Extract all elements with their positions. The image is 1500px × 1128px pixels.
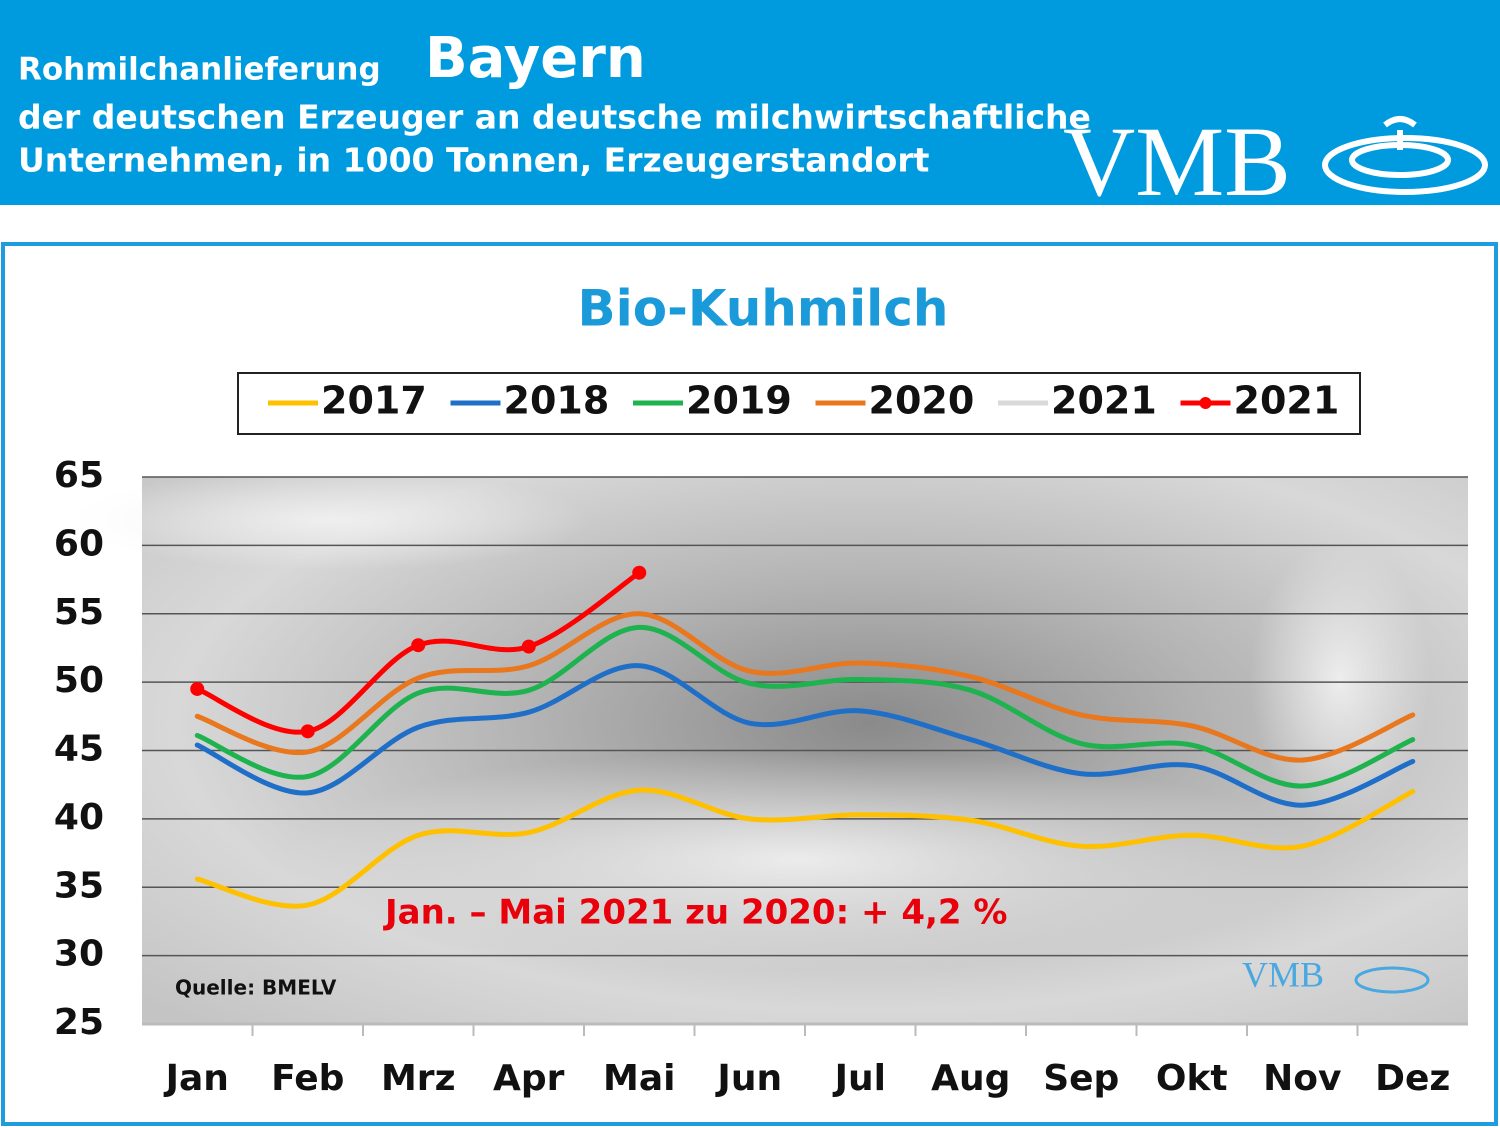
series-line bbox=[194, 787, 1416, 909]
series-line bbox=[194, 663, 1416, 808]
x-tick-label: Aug bbox=[931, 1058, 1010, 1099]
header-title: Rohmilchanlieferung bbox=[18, 52, 381, 88]
legend-label: 2020 bbox=[869, 379, 975, 423]
series-marker bbox=[190, 681, 205, 696]
series-line bbox=[194, 624, 1416, 789]
header-band bbox=[0, 0, 1500, 205]
x-tick-label: Nov bbox=[1263, 1058, 1341, 1099]
x-tick-label: Sep bbox=[1043, 1058, 1119, 1099]
watermark-swirl bbox=[1354, 966, 1430, 994]
header-region: Bayern bbox=[425, 26, 646, 91]
y-tick-label: 40 bbox=[54, 797, 104, 838]
background-splash bbox=[70, 470, 590, 570]
y-tick-label: 60 bbox=[54, 523, 104, 564]
legend-label: 2017 bbox=[321, 379, 427, 423]
x-tick-label: Jun bbox=[714, 1058, 782, 1099]
x-tick-label: Feb bbox=[271, 1058, 344, 1099]
legend-marker bbox=[1199, 397, 1212, 409]
x-tick-label: Jan bbox=[163, 1058, 229, 1099]
y-tick-label: 55 bbox=[54, 592, 104, 633]
y-tick-label: 35 bbox=[54, 865, 104, 906]
legend bbox=[237, 372, 1361, 435]
y-tick-label: 30 bbox=[54, 934, 104, 975]
annotation: Jan. – Mai 2021 zu 2020: + 4,2 % bbox=[383, 893, 1007, 933]
legend-label: 2019 bbox=[686, 379, 792, 423]
source-note: Quelle: BMELV bbox=[175, 976, 337, 1000]
header-subtitle: Unternehmen, in 1000 Tonnen, Erzeugersta… bbox=[18, 141, 930, 180]
header-subtitle: der deutschen Erzeuger an deutsche milch… bbox=[18, 98, 1091, 137]
header-logo: VMB bbox=[1063, 106, 1291, 217]
y-tick-label: 45 bbox=[54, 729, 104, 770]
series-marker bbox=[521, 639, 536, 654]
background-splash bbox=[280, 750, 1320, 970]
x-tick-label: Apr bbox=[493, 1058, 565, 1099]
series-marker bbox=[411, 638, 426, 653]
series-marker bbox=[300, 724, 315, 739]
y-tick-label: 25 bbox=[54, 1002, 104, 1043]
x-tick-label: Dez bbox=[1375, 1058, 1450, 1099]
x-tick-label: Jul bbox=[832, 1058, 886, 1099]
logo-swirl bbox=[1322, 116, 1488, 195]
legend-label: 2021 bbox=[1234, 379, 1340, 423]
legend-label: 2021 bbox=[1051, 379, 1157, 423]
x-tick-label: Mrz bbox=[381, 1058, 456, 1099]
x-tick-label: Okt bbox=[1156, 1058, 1228, 1099]
series-line bbox=[194, 611, 1416, 763]
chart-title: Bio-Kuhmilch bbox=[577, 280, 948, 338]
watermark-logo: VMB bbox=[1242, 954, 1324, 994]
y-tick-label: 50 bbox=[54, 660, 104, 701]
legend-label: 2018 bbox=[504, 379, 610, 423]
y-tick-label: 65 bbox=[54, 455, 104, 496]
x-tick-label: Mai bbox=[603, 1058, 675, 1099]
series-marker bbox=[632, 565, 647, 580]
